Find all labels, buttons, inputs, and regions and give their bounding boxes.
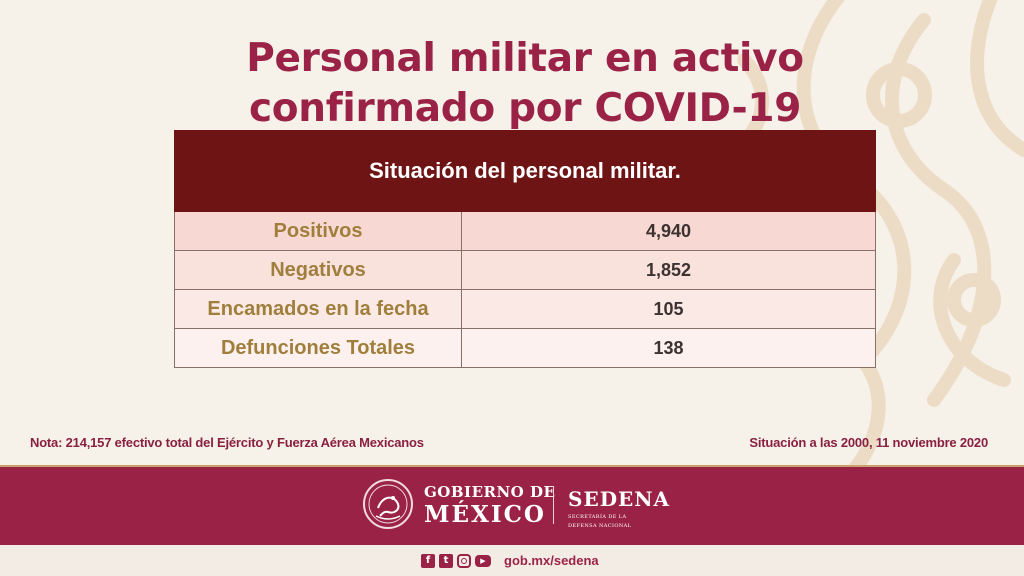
row-label: Defunciones Totales bbox=[174, 328, 462, 368]
footer-divider-line bbox=[0, 465, 1024, 467]
row-label: Positivos bbox=[174, 211, 462, 251]
status-timestamp: Situación a las 2000, 11 noviembre 2020 bbox=[749, 435, 988, 450]
gob-line-2: MÉXICO bbox=[424, 501, 546, 528]
table-row: Defunciones Totales 138 bbox=[174, 328, 876, 368]
sedena-logo: SEDENA SECRETARÍA DE LA DEFENSA NACIONAL bbox=[568, 487, 670, 529]
table-row: Negativos 1,852 bbox=[174, 250, 876, 290]
footer-banner bbox=[0, 465, 1024, 545]
table-row: Positivos 4,940 bbox=[174, 211, 876, 251]
twitter-icon[interactable]: t bbox=[439, 554, 453, 568]
title-line-1: Personal militar en activo bbox=[246, 36, 804, 81]
table-row: Encamados en la fecha 105 bbox=[174, 289, 876, 329]
row-value: 4,940 bbox=[461, 211, 876, 251]
row-value: 105 bbox=[461, 289, 876, 329]
gobierno-de-mexico-logo: GOBIERNO DE MÉXICO bbox=[424, 483, 555, 528]
website-link[interactable]: gob.mx/sedena bbox=[504, 553, 599, 568]
status-table: Situación del personal militar. Positivo… bbox=[174, 130, 876, 368]
facebook-icon[interactable]: f bbox=[421, 554, 435, 568]
row-label: Encamados en la fecha bbox=[174, 289, 462, 329]
coat-of-arms-icon bbox=[363, 479, 413, 529]
sedena-sub-1: SECRETARÍA DE LA bbox=[568, 514, 627, 520]
table-header: Situación del personal militar. bbox=[174, 130, 876, 212]
page-title: Personal militar en activo confirmado po… bbox=[170, 34, 880, 134]
bottom-bar bbox=[0, 545, 1024, 576]
instagram-icon[interactable] bbox=[457, 554, 471, 568]
sedena-sub-2: DEFENSA NACIONAL bbox=[568, 523, 632, 529]
title-line-2: confirmado por COVID-19 bbox=[248, 86, 802, 131]
logo-divider bbox=[553, 486, 554, 524]
sedena-name: SEDENA bbox=[568, 487, 671, 511]
row-value: 1,852 bbox=[461, 250, 876, 290]
row-value: 138 bbox=[461, 328, 876, 368]
footnote: Nota: 214,157 efectivo total del Ejércit… bbox=[30, 435, 424, 450]
social-icons: f t ▶ bbox=[421, 553, 491, 569]
row-label: Negativos bbox=[174, 250, 462, 290]
gob-line-1: GOBIERNO DE bbox=[424, 483, 556, 501]
youtube-icon[interactable]: ▶ bbox=[475, 555, 491, 567]
